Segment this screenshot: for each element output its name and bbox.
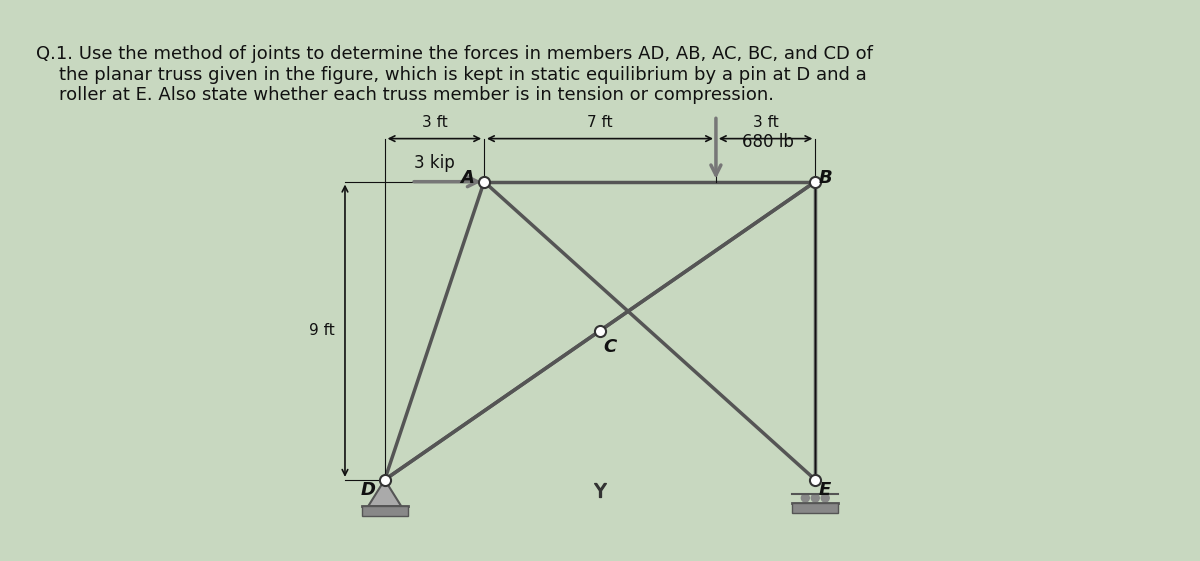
Circle shape [802,494,809,502]
Circle shape [821,494,829,502]
Text: C: C [604,338,617,356]
Text: 7 ft: 7 ft [587,116,613,130]
Text: 680 lb: 680 lb [743,133,794,151]
Polygon shape [792,503,839,513]
Text: D: D [361,481,376,499]
Polygon shape [361,506,408,516]
Text: 3 ft: 3 ft [421,116,448,130]
Text: B: B [818,169,832,187]
Text: 3 ft: 3 ft [752,116,779,130]
Text: E: E [820,481,832,499]
Text: Q.1. Use the method of joints to determine the forces in members AD, AB, AC, BC,: Q.1. Use the method of joints to determi… [36,45,872,104]
Text: 3 kip: 3 kip [414,154,455,172]
Text: 9 ft: 9 ft [310,323,335,338]
Polygon shape [368,480,401,506]
Circle shape [811,494,820,502]
Text: A: A [461,169,474,187]
